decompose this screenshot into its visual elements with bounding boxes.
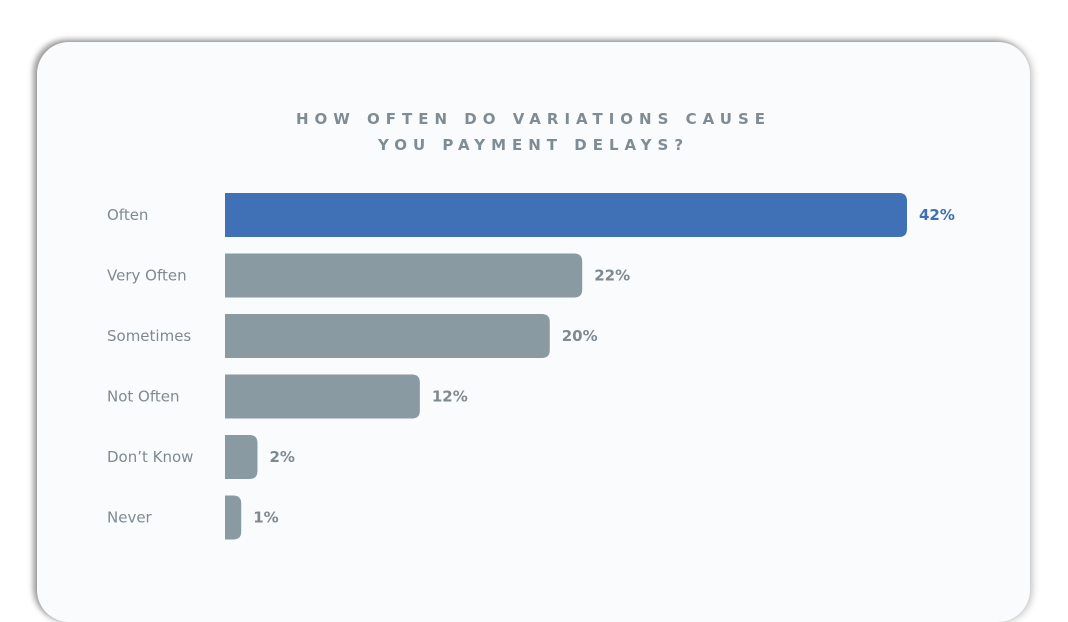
bar-chart: Often 42% Very Often 22% Sometimes 20% Not Oft… — [107, 193, 955, 540]
category-label: Sometimes — [107, 327, 191, 345]
bar-sometimes — [225, 314, 550, 358]
bar-never — [225, 495, 242, 540]
category-label: Don’t Know — [107, 448, 193, 466]
value-label: 42% — [919, 206, 955, 224]
bar-very-often — [225, 253, 583, 298]
bar-not-often — [225, 374, 420, 419]
value-label: 2% — [269, 448, 294, 466]
bar-often — [225, 193, 907, 237]
chart-title: HOW OFTEN DO VARIATIONS CAUSE YOU PAYMEN… — [37, 106, 1030, 158]
value-label: 1% — [253, 509, 278, 527]
category-label: Often — [107, 206, 148, 224]
category-label: Not Often — [107, 388, 180, 406]
value-label: 22% — [594, 267, 630, 285]
value-label: 12% — [432, 388, 468, 406]
category-label: Never — [107, 509, 153, 527]
chart-title-line-1: HOW OFTEN DO VARIATIONS CAUSE — [295, 110, 772, 128]
chart-title-line-2: YOU PAYMENT DELAYS? — [377, 136, 690, 154]
category-label: Very Often — [107, 267, 187, 285]
bar-don-t-know — [225, 435, 258, 479]
value-label: 20% — [562, 327, 598, 345]
